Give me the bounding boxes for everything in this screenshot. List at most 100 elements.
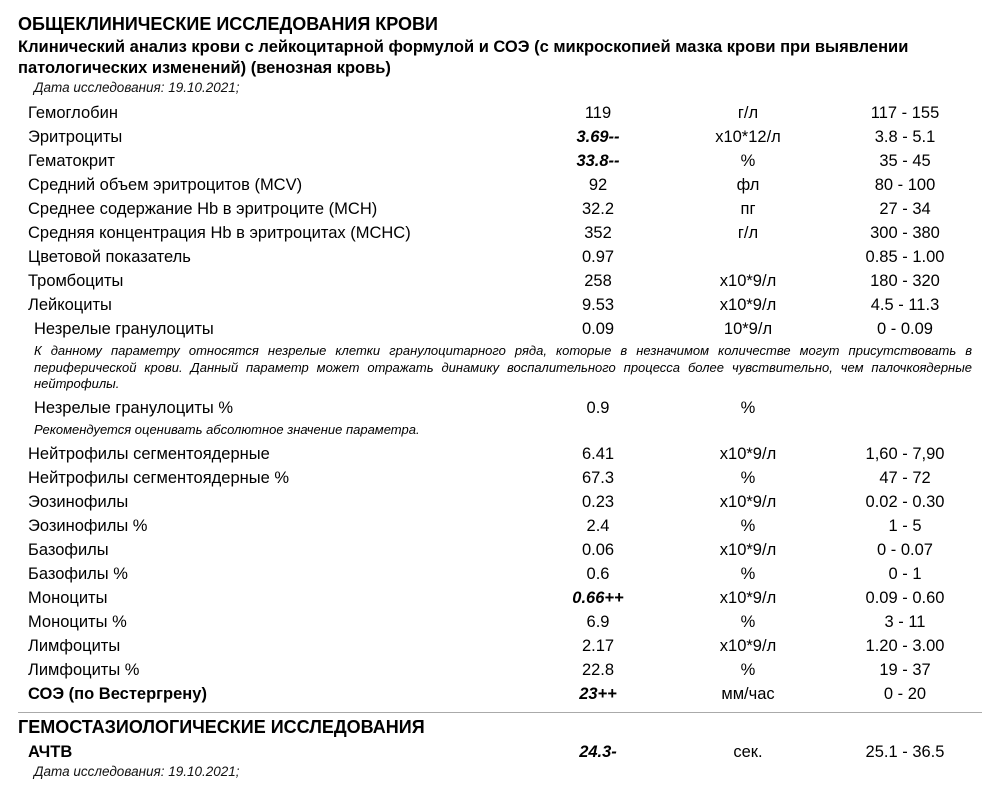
param-unit: %: [668, 661, 828, 680]
param-reference: 0.02 - 0.30: [828, 493, 982, 512]
param-reference: 80 - 100: [828, 176, 982, 195]
result-row: Лимфоциты %22.8%19 - 37: [18, 658, 982, 682]
param-reference: 35 - 45: [828, 152, 982, 171]
param-unit: %: [668, 565, 828, 584]
result-row: АЧТВ24.3-сек.25.1 - 36.5: [18, 740, 982, 764]
param-unit: пг: [668, 200, 828, 219]
param-value: 32.2: [528, 200, 668, 219]
param-value: 2.4: [528, 517, 668, 536]
param-name: Базофилы %: [28, 565, 528, 584]
param-value: 23++: [528, 685, 668, 704]
result-row: Базофилы %0.6%0 - 1: [18, 562, 982, 586]
param-value: 6.9: [528, 613, 668, 632]
param-name: Эозинофилы: [28, 493, 528, 512]
note-absolute-value: Рекомендуется оценивать абсолютное значе…: [34, 422, 972, 438]
result-row: Эритроциты3.69--x10*12/л3.8 - 5.1: [18, 125, 982, 149]
param-value: 0.66++: [528, 589, 668, 608]
param-reference: 4.5 - 11.3: [828, 296, 982, 315]
param-unit: сек.: [668, 743, 828, 762]
param-reference: 0 - 20: [828, 685, 982, 704]
param-unit: %: [668, 152, 828, 171]
param-reference: 47 - 72: [828, 469, 982, 488]
param-reference: 1,60 - 7,90: [828, 445, 982, 464]
param-unit: x10*9/л: [668, 589, 828, 608]
param-unit: x10*9/л: [668, 541, 828, 560]
result-row: Цветовой показатель0.970.85 - 1.00: [18, 245, 982, 269]
param-reference: 0 - 0.09: [828, 320, 982, 339]
param-value: 0.06: [528, 541, 668, 560]
param-value: 0.9: [528, 399, 668, 418]
param-name: Гемоглобин: [28, 104, 528, 123]
param-value: 0.23: [528, 493, 668, 512]
param-value: 6.41: [528, 445, 668, 464]
param-value: 92: [528, 176, 668, 195]
result-row: Базофилы0.06x10*9/л0 - 0.07: [18, 538, 982, 562]
result-row: Моноциты %6.9%3 - 11: [18, 610, 982, 634]
param-reference: 0.85 - 1.00: [828, 248, 982, 267]
results-block-granpct: Незрелые гранулоциты %0.9%: [18, 396, 982, 420]
param-unit: %: [668, 399, 828, 418]
param-unit: x10*9/л: [668, 637, 828, 656]
result-row: Средняя концентрация Hb в эритроцитах (M…: [18, 221, 982, 245]
param-unit: x10*9/л: [668, 445, 828, 464]
param-reference: 180 - 320: [828, 272, 982, 291]
param-unit: %: [668, 517, 828, 536]
results-block-1: Гемоглобин119г/л117 - 155Эритроциты3.69-…: [18, 101, 982, 341]
subsection-title: Клинический анализ крови с лейкоцитарной…: [18, 37, 982, 78]
section-divider: [18, 712, 982, 713]
param-name: Базофилы: [28, 541, 528, 560]
param-unit: %: [668, 613, 828, 632]
param-name: Лимфоциты %: [28, 661, 528, 680]
param-reference: 19 - 37: [828, 661, 982, 680]
param-value: 24.3-: [528, 743, 668, 762]
param-name: Средний объем эритроцитов (MCV): [28, 176, 528, 195]
result-row: Тромбоциты258x10*9/л180 - 320: [18, 269, 982, 293]
result-row: Нейтрофилы сегментоядерные %67.3%47 - 72: [18, 466, 982, 490]
param-value: 0.6: [528, 565, 668, 584]
param-name: Эритроциты: [28, 128, 528, 147]
result-row: Гемоглобин119г/л117 - 155: [18, 101, 982, 125]
param-name: Моноциты %: [28, 613, 528, 632]
param-name: Гематокрит: [28, 152, 528, 171]
param-reference: 3.8 - 5.1: [828, 128, 982, 147]
param-value: 0.97: [528, 248, 668, 267]
param-name: Лимфоциты: [28, 637, 528, 656]
param-reference: 0 - 1: [828, 565, 982, 584]
result-row: Незрелые гранулоциты %0.9%: [18, 396, 982, 420]
param-reference: 1.20 - 3.00: [828, 637, 982, 656]
param-unit: 10*9/л: [668, 320, 828, 339]
param-unit: x10*9/л: [668, 272, 828, 291]
param-value: 67.3: [528, 469, 668, 488]
param-unit: x10*12/л: [668, 128, 828, 147]
result-row: Среднее содержание Hb в эритроците (MCH)…: [18, 197, 982, 221]
param-value: 0.09: [528, 320, 668, 339]
param-name: Эозинофилы %: [28, 517, 528, 536]
param-unit: мм/час: [668, 685, 828, 704]
param-value: 9.53: [528, 296, 668, 315]
param-name: Моноциты: [28, 589, 528, 608]
result-row: Эозинофилы0.23x10*9/л0.02 - 0.30: [18, 490, 982, 514]
section-title-hemostasis: ГЕМОСТАЗИОЛОГИЧЕСКИЕ ИССЛЕДОВАНИЯ: [18, 717, 982, 738]
param-name: СОЭ (по Вестергрену): [28, 685, 528, 704]
param-reference: 25.1 - 36.5: [828, 743, 982, 762]
result-row: Нейтрофилы сегментоядерные6.41x10*9/л1,6…: [18, 442, 982, 466]
param-name: АЧТВ: [28, 743, 528, 762]
param-name: Нейтрофилы сегментоядерные %: [28, 469, 528, 488]
param-value: 33.8--: [528, 152, 668, 171]
result-row: Лейкоциты9.53x10*9/л4.5 - 11.3: [18, 293, 982, 317]
param-value: 258: [528, 272, 668, 291]
param-name: Нейтрофилы сегментоядерные: [28, 445, 528, 464]
param-unit: x10*9/л: [668, 493, 828, 512]
param-unit: %: [668, 469, 828, 488]
param-value: 2.17: [528, 637, 668, 656]
result-row: Средний объем эритроцитов (MCV)92фл80 - …: [18, 173, 982, 197]
param-reference: 0.09 - 0.60: [828, 589, 982, 608]
result-row: Гематокрит33.8--%35 - 45: [18, 149, 982, 173]
param-name: Тромбоциты: [28, 272, 528, 291]
results-block-2: Нейтрофилы сегментоядерные6.41x10*9/л1,6…: [18, 442, 982, 706]
result-row: Лимфоциты2.17x10*9/л1.20 - 3.00: [18, 634, 982, 658]
param-reference: 27 - 34: [828, 200, 982, 219]
param-reference: 117 - 155: [828, 104, 982, 123]
param-name: Средняя концентрация Hb в эритроцитах (M…: [28, 224, 528, 243]
param-name: Незрелые гранулоциты: [28, 320, 528, 339]
